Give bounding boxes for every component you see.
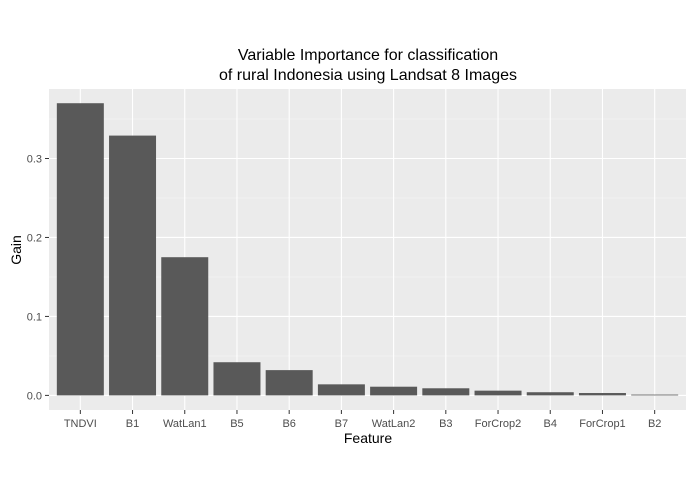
- chart-title-line-2: of rural Indonesia using Landsat 8 Image…: [219, 67, 517, 84]
- bar: [213, 362, 261, 396]
- x-tick-label: TNDVI: [64, 418, 97, 430]
- bar: [422, 388, 470, 396]
- bars: [56, 103, 679, 396]
- bar: [370, 386, 418, 396]
- x-tick-label: WatLan2: [372, 418, 416, 430]
- bar: [526, 392, 574, 396]
- x-tick-label: B6: [282, 418, 295, 430]
- x-axis-title: Feature: [344, 430, 392, 446]
- x-tick-label: ForCrop2: [475, 418, 521, 430]
- y-tick-label: 0.3: [27, 153, 42, 165]
- x-tick-label: B7: [335, 418, 348, 430]
- x-tick-label: B2: [648, 418, 661, 430]
- chart-title-line-1: Variable Importance for classification: [238, 47, 498, 64]
- bar: [109, 135, 157, 396]
- y-tick-label: 0.1: [27, 311, 42, 323]
- y-axis-ticks: 0.0 0.1 0.2 0.3: [27, 153, 49, 402]
- bar: [578, 393, 626, 396]
- bar: [161, 257, 209, 396]
- y-tick-label: 0.0: [27, 390, 42, 402]
- x-tick-label: B5: [230, 418, 243, 430]
- x-tick-label: B3: [439, 418, 452, 430]
- y-tick-label: 0.2: [27, 232, 42, 244]
- x-axis-ticks: TNDVI B1 WatLan1 B5 B6 B7 WatLan2 B3 ForCrop2 B4 F…: [64, 410, 661, 430]
- bar: [265, 370, 313, 396]
- x-tick-label: B4: [544, 418, 557, 430]
- bar: [317, 384, 365, 396]
- bar: [474, 390, 522, 396]
- x-tick-label: ForCrop1: [579, 418, 625, 430]
- x-tick-label: B1: [126, 418, 139, 430]
- x-tick-label: WatLan1: [163, 418, 207, 430]
- bar: [56, 103, 104, 396]
- y-axis-title: Gain: [8, 235, 24, 265]
- bar: [631, 394, 679, 396]
